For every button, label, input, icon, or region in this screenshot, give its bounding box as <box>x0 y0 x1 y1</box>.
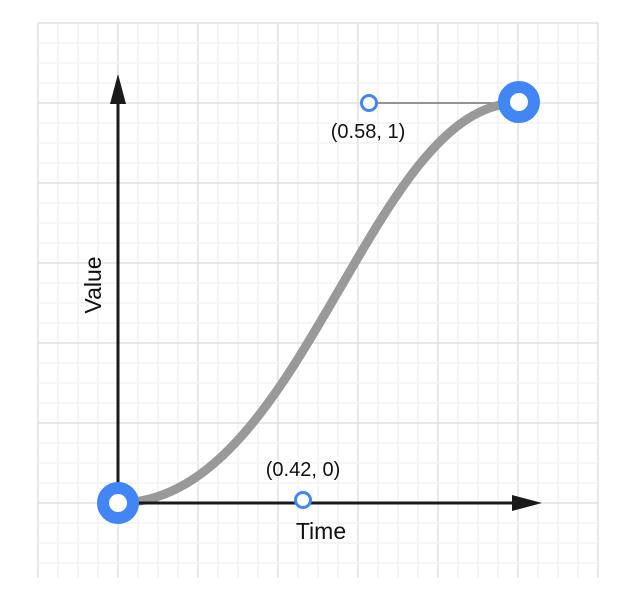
y-axis-arrow-icon <box>110 74 126 104</box>
control-point-1[interactable] <box>294 491 312 509</box>
end-point[interactable] <box>498 81 540 123</box>
control-point-1-label: (0.42, 0) <box>266 459 340 481</box>
start-point[interactable] <box>97 482 139 524</box>
control-point-2-label: (0.58, 1) <box>331 121 405 143</box>
easing-curve <box>117 98 519 508</box>
grid <box>37 22 599 578</box>
control-point-2[interactable] <box>360 94 378 112</box>
y-axis-label: Value <box>80 256 106 313</box>
x-axis-arrow-icon <box>512 495 542 511</box>
x-axis-label: Time <box>296 518 346 544</box>
